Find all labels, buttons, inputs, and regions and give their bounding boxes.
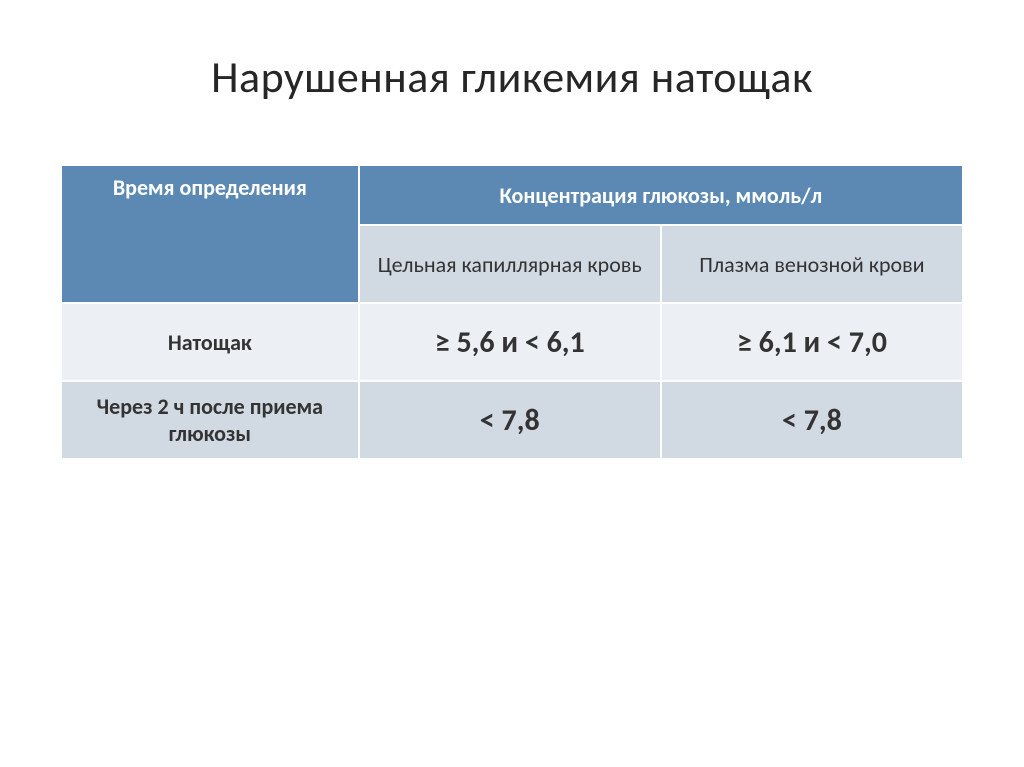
subheader-capillary: Цельная капиллярная кровь xyxy=(359,225,661,303)
row-fasting-label: Натощак xyxy=(61,303,359,381)
header-time: Время определения xyxy=(61,165,359,303)
subheader-venous: Плазма венозной крови xyxy=(661,225,963,303)
row-2h-capillary: < 7,8 xyxy=(359,381,661,459)
row-2h-label: Через 2 ч после приема глюкозы xyxy=(61,381,359,459)
slide: Нарушенная гликемия натощак Время опреде… xyxy=(0,0,1024,767)
slide-title: Нарушенная гликемия натощак xyxy=(60,50,964,104)
row-2h: Через 2 ч после приема глюкозы < 7,8 < 7… xyxy=(61,381,963,459)
row-fasting-capillary: ≥ 5,6 и < 6,1 xyxy=(359,303,661,381)
glucose-table: Время определения Концентрация глюкозы, … xyxy=(60,164,964,460)
row-2h-venous: < 7,8 xyxy=(661,381,963,459)
header-concentration: Концентрация глюкозы, ммоль/л xyxy=(359,165,963,225)
header-row: Время определения Концентрация глюкозы, … xyxy=(61,165,963,225)
row-fasting: Натощак ≥ 5,6 и < 6,1 ≥ 6,1 и < 7,0 xyxy=(61,303,963,381)
row-fasting-venous: ≥ 6,1 и < 7,0 xyxy=(661,303,963,381)
